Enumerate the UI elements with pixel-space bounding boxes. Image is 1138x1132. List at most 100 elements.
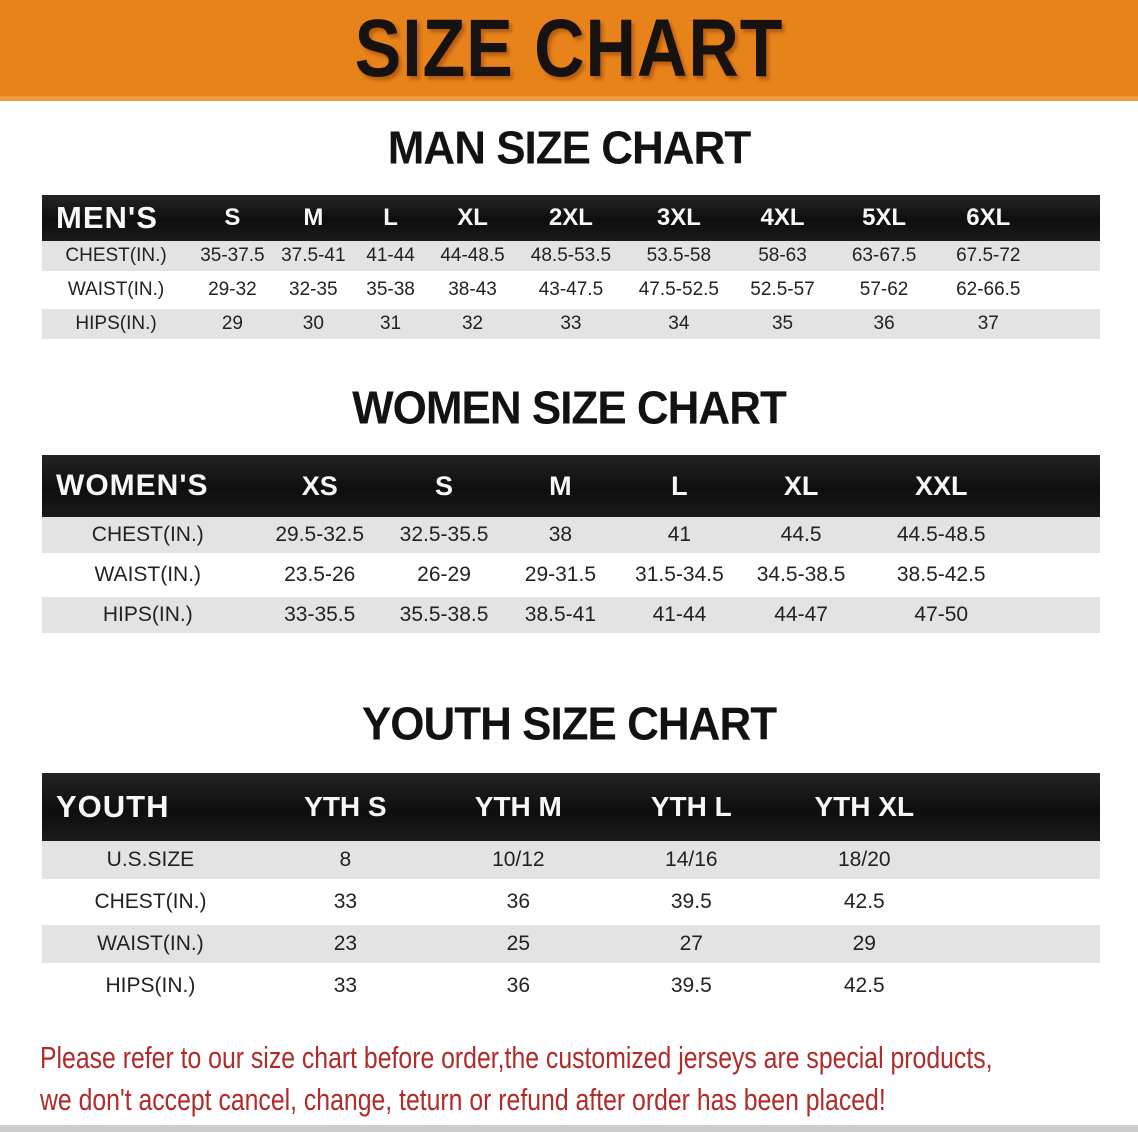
measure-value-cell: 53.5-58	[625, 241, 732, 275]
measure-label-cell: HIPS(IN.)	[42, 309, 191, 343]
table-row: WAIST(IN.) 23 25 27 29	[42, 925, 1100, 967]
measure-value-cell: 32-35	[274, 275, 352, 309]
table-row: WAIST(IN.) 29-32 32-35 35-38 38-43 43-47.5 47.…	[42, 275, 1100, 309]
measure-label-cell: HIPS(IN.)	[42, 597, 254, 637]
order-disclaimer-note: Please refer to our size chart before or…	[0, 1037, 1138, 1121]
measure-value-cell: 42.5	[777, 883, 951, 925]
youth-size-table: YOUTH YTH S YTH M YTH L YTH XL U.S.SIZE 8 10/12…	[42, 773, 1100, 1009]
women-size-chart-title: WOMEN SIZE CHART	[352, 382, 787, 435]
table-row: HIPS(IN.) 29 30 31 32 33 34 35 36 37	[42, 309, 1100, 343]
size-header-cell: XXL	[861, 455, 1021, 517]
size-header-cell: M	[274, 195, 352, 241]
youth-size-chart-title: YOUTH SIZE CHART	[361, 698, 777, 751]
size-header-cell: 2XL	[515, 195, 626, 241]
measure-value-cell: 36	[431, 883, 605, 925]
size-chart-banner: SIZE CHART	[0, 0, 1138, 101]
row-filler-cell	[1041, 309, 1100, 343]
measure-value-cell: 33	[258, 967, 432, 1009]
measure-value-cell: 44.5-48.5	[861, 517, 1021, 557]
measure-value-cell: 29	[190, 309, 275, 343]
measure-value-cell: 41	[618, 517, 741, 557]
measure-value-cell: 18/20	[777, 841, 951, 883]
measure-value-cell: 31.5-34.5	[618, 557, 741, 597]
measure-value-cell: 27	[604, 925, 778, 967]
disclaimer-line-2: we don't accept cancel, change, teturn o…	[40, 1082, 886, 1117]
measure-value-cell: 10/12	[431, 841, 605, 883]
measure-label-cell: WAIST(IN.)	[42, 557, 254, 597]
row-filler-cell	[950, 925, 1100, 967]
measure-value-cell: 25	[431, 925, 605, 967]
measure-value-cell: 62-66.5	[934, 275, 1042, 309]
measure-value-cell: 37	[934, 309, 1042, 343]
measure-value-cell: 33	[515, 309, 626, 343]
size-header-cell: S	[190, 195, 275, 241]
row-filler-cell	[950, 883, 1100, 925]
measure-value-cell: 36	[833, 309, 935, 343]
size-header-cell: 3XL	[625, 195, 732, 241]
row-filler-cell	[1041, 275, 1100, 309]
size-header-cell: XS	[253, 455, 386, 517]
table-row: HIPS(IN.) 33 36 39.5 42.5	[42, 967, 1100, 1009]
banner-title: SIZE CHART	[354, 2, 784, 94]
size-header-cell: S	[385, 455, 503, 517]
measure-value-cell: 36	[431, 967, 605, 1009]
size-header-cell: 6XL	[934, 195, 1042, 241]
row-filler-cell	[1020, 557, 1100, 597]
size-header-cell: YTH S	[258, 773, 432, 841]
measure-label-cell: CHEST(IN.)	[42, 517, 254, 557]
group-header-cell: YOUTH	[42, 773, 259, 841]
size-header-cell: YTH M	[431, 773, 605, 841]
measure-value-cell: 41-44	[618, 597, 741, 637]
women-size-table: WOMEN'S XS S M L XL XXL CHEST(IN.) 29.5-32.5 32.5…	[42, 455, 1100, 637]
measure-value-cell: 37.5-41	[274, 241, 352, 275]
measure-value-cell: 34.5-38.5	[740, 557, 862, 597]
size-header-cell: L	[618, 455, 741, 517]
measure-value-cell: 32.5-35.5	[385, 517, 503, 557]
measure-value-cell: 47-50	[861, 597, 1021, 637]
row-filler-cell	[1041, 241, 1100, 275]
measure-label-cell: CHEST(IN.)	[42, 883, 259, 925]
measure-value-cell: 35.5-38.5	[385, 597, 503, 637]
measure-value-cell: 38	[502, 517, 619, 557]
measure-value-cell: 35-38	[351, 275, 430, 309]
row-filler-cell	[1020, 517, 1100, 557]
measure-value-cell: 58-63	[731, 241, 834, 275]
table-row: WAIST(IN.) 23.5-26 26-29 29-31.5 31.5-34.5 34…	[42, 557, 1100, 597]
measure-value-cell: 44-47	[740, 597, 862, 637]
measure-label-cell: HIPS(IN.)	[42, 967, 259, 1009]
bottom-edge-strip	[0, 1125, 1138, 1132]
row-filler-cell	[950, 967, 1100, 1009]
size-header-cell: 5XL	[833, 195, 935, 241]
measure-value-cell: 38.5-42.5	[861, 557, 1021, 597]
measure-value-cell: 38.5-41	[502, 597, 619, 637]
measure-value-cell: 29-32	[190, 275, 275, 309]
measure-value-cell: 32	[429, 309, 516, 343]
measure-value-cell: 44.5	[740, 517, 862, 557]
table-row: HIPS(IN.) 33-35.5 35.5-38.5 38.5-41 41-44 44-…	[42, 597, 1100, 637]
measure-label-cell: CHEST(IN.)	[42, 241, 191, 275]
measure-value-cell: 29-31.5	[502, 557, 619, 597]
group-header-cell: WOMEN'S	[42, 455, 254, 517]
man-size-chart-title: MAN SIZE CHART	[387, 122, 751, 175]
table-row: CHEST(IN.) 33 36 39.5 42.5	[42, 883, 1100, 925]
table-row: CHEST(IN.) 35-37.5 37.5-41 41-44 44-48.5 48.5…	[42, 241, 1100, 275]
size-header-cell: YTH XL	[777, 773, 951, 841]
measure-value-cell: 63-67.5	[833, 241, 935, 275]
measure-value-cell: 57-62	[833, 275, 935, 309]
header-filler-cell	[1020, 455, 1100, 517]
measure-value-cell: 42.5	[777, 967, 951, 1009]
measure-label-cell: WAIST(IN.)	[42, 275, 191, 309]
header-filler-cell	[1041, 195, 1100, 241]
measure-value-cell: 52.5-57	[731, 275, 834, 309]
measure-value-cell: 8	[258, 841, 432, 883]
table-header-row: MEN'S S M L XL 2XL 3XL 4XL 5XL 6XL	[42, 195, 1100, 241]
measure-value-cell: 30	[274, 309, 352, 343]
measure-value-cell: 48.5-53.5	[515, 241, 626, 275]
measure-value-cell: 14/16	[604, 841, 778, 883]
group-header-cell: MEN'S	[42, 195, 191, 241]
measure-value-cell: 29.5-32.5	[253, 517, 386, 557]
measure-value-cell: 26-29	[385, 557, 503, 597]
measure-value-cell: 23.5-26	[253, 557, 386, 597]
measure-value-cell: 23	[258, 925, 432, 967]
measure-value-cell: 39.5	[604, 967, 778, 1009]
